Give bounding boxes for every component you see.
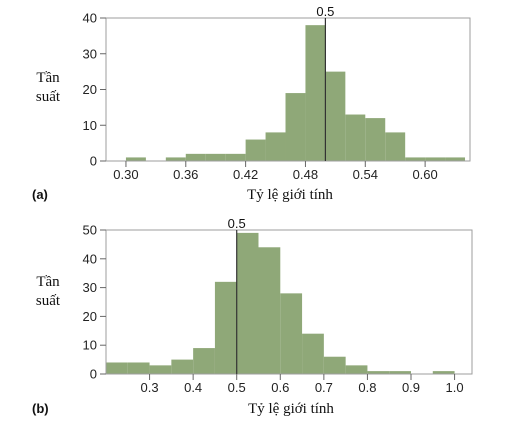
y-tick-label: 20 <box>83 82 97 97</box>
y-tick-label: 40 <box>83 11 97 26</box>
histogram-bar <box>171 359 194 374</box>
y-axis-label: suất <box>36 89 61 105</box>
histogram-bar <box>225 153 246 161</box>
y-tick-label: 50 <box>83 223 97 238</box>
histogram-bar <box>106 362 128 374</box>
y-tick-label: 30 <box>83 46 97 61</box>
histogram-bar <box>323 356 346 374</box>
histogram-panel-b: 0.5 0 10 20 30 40 50 0.3 0.4 0.5 0.6 0.7 0.8 0.9 1.0 Tầ… <box>32 216 473 417</box>
y-tick-label: 30 <box>83 280 97 295</box>
histogram-bar <box>389 371 411 374</box>
histogram-bar <box>285 93 306 161</box>
x-tick-label: 0.9 <box>402 380 420 395</box>
x-axis-label: Tỷ lệ giới tính <box>247 187 333 203</box>
x-tick-label: 0.3 <box>141 380 159 395</box>
x-tick-label: 0.60 <box>412 167 437 182</box>
y-tick-label: 10 <box>83 338 97 353</box>
plot-frame <box>105 229 473 375</box>
panel-label: (b) <box>32 401 49 416</box>
histogram-bar <box>193 348 215 374</box>
y-tick-label: 20 <box>83 309 97 324</box>
panel-label: (a) <box>32 187 48 202</box>
histogram-bar <box>245 139 266 161</box>
x-tick-label: 0.36 <box>173 167 198 182</box>
histogram-bar <box>185 153 206 161</box>
reference-line-label: 0.5 <box>316 4 334 19</box>
y-axis-label: Tần <box>36 274 60 290</box>
histogram-bar <box>149 365 172 374</box>
y-tick-label: 40 <box>83 251 97 266</box>
x-tick-label: 0.54 <box>353 167 378 182</box>
histogram-bar <box>280 293 303 374</box>
x-axis-label: Tỷ lệ giới tính <box>248 401 334 417</box>
histogram-bar <box>432 371 455 374</box>
histogram-bar <box>125 157 146 161</box>
histogram-bar <box>445 157 466 161</box>
histogram-bar <box>345 114 366 161</box>
histogram-bar <box>325 71 346 161</box>
y-tick-label: 10 <box>83 118 97 133</box>
histogram-bar <box>265 132 286 161</box>
x-tick-label: 0.7 <box>315 380 333 395</box>
histogram-bar <box>425 157 446 161</box>
histogram-bar <box>214 281 237 374</box>
x-tick-label: 0.8 <box>358 380 376 395</box>
histogram-bar <box>205 153 226 161</box>
reference-line-label: 0.5 <box>228 216 246 231</box>
x-tick-label: 0.30 <box>113 167 138 182</box>
x-tick-label: 0.48 <box>293 167 318 182</box>
histogram-bar <box>165 157 186 161</box>
histogram-panel-a: 0.5 0 10 20 30 40 0.30 0.36 0.42 0.48 0.54 0.60 Tần s… <box>32 4 471 203</box>
x-tick-label: 0.5 <box>228 380 246 395</box>
histogram-bar <box>405 157 426 161</box>
histogram-bar <box>258 247 281 374</box>
histogram-bar <box>127 362 150 374</box>
histogram-bar <box>385 132 406 161</box>
y-tick-label: 0 <box>90 367 97 382</box>
y-axis-label: suất <box>36 293 61 309</box>
y-axis-label: Tần <box>36 70 60 86</box>
histogram-bar <box>367 371 390 374</box>
x-tick-label: 1.0 <box>446 380 464 395</box>
histogram-bar <box>365 118 386 161</box>
histogram-bar <box>302 333 324 374</box>
histogram-bar <box>345 365 368 374</box>
x-tick-label: 0.4 <box>184 380 202 395</box>
x-tick-label: 0.6 <box>271 380 289 395</box>
histogram-bar <box>236 232 259 374</box>
histogram-bar <box>305 25 326 162</box>
y-tick-label: 0 <box>90 154 97 169</box>
x-tick-label: 0.42 <box>233 167 258 182</box>
